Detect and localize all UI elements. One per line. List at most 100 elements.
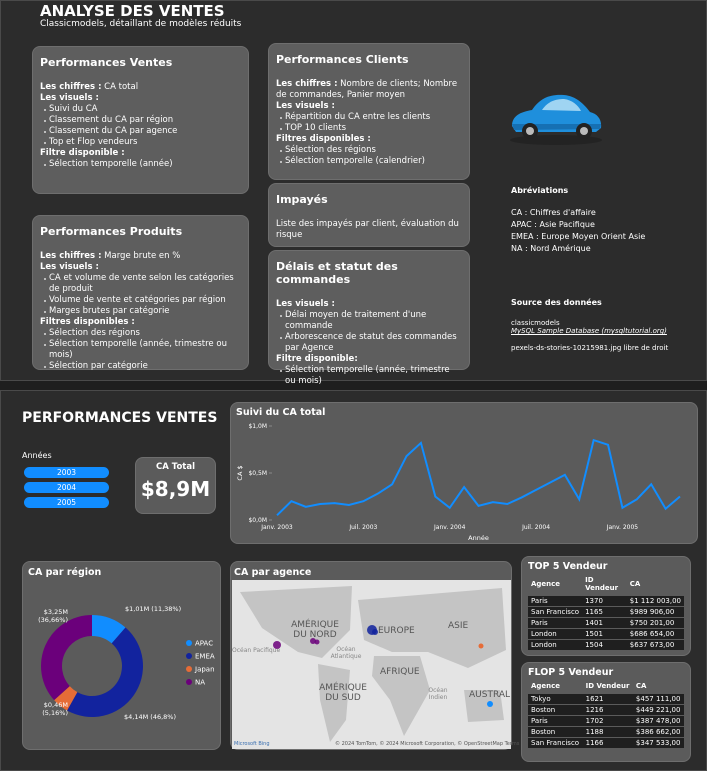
kpi-card: CA Total $8,9M (135, 457, 216, 514)
table-cell: $449 221,00 (632, 704, 684, 716)
table-cell: San Francisco (528, 737, 583, 749)
line-text: Marge brute en % (104, 251, 181, 261)
table-row: London 1504 $637 673,00 (528, 639, 684, 651)
line-label: Les chiffres : (276, 79, 338, 89)
bullet-text: TOP 10 clients (285, 123, 347, 133)
header-row: Agence ID Vendeur CA (528, 574, 684, 596)
year-button[interactable]: 2005 (24, 497, 109, 508)
line-series (276, 438, 681, 517)
ocean-label: Océan Indien (428, 687, 448, 701)
table-cell: $386 662,00 (632, 726, 684, 738)
sources: Source des données classicmodels MySQL S… (511, 298, 668, 352)
table-row: Paris 1370 $1 112 003,00 (528, 596, 684, 607)
bullet (280, 315, 282, 317)
card-title: Performances Clients (276, 53, 409, 66)
card-line: Sélection des régions (40, 328, 241, 339)
table-cell: Paris (528, 715, 583, 727)
line-label: Les chiffres : (40, 82, 102, 92)
page-subtitle: Classicmodels, détaillant de modèles réd… (40, 19, 242, 29)
bullet-text: Marges brutes par catégorie (49, 306, 170, 316)
table-row: San Francisco 1166 $347 533,00 (528, 737, 684, 749)
bullet-text: Arborescence de statut des commandes par… (285, 332, 457, 353)
abbrev-item: CA : Chiffres d'affaire (511, 208, 596, 217)
map-label: AUSTRAL (469, 690, 511, 700)
bullet (280, 150, 282, 152)
bullet-text: Sélection temporelle (année, trimestre o… (285, 365, 450, 386)
bullet (44, 120, 46, 122)
year-button[interactable]: 2003 (24, 467, 109, 478)
table-cell: Boston (528, 704, 583, 716)
line-label: Les chiffres : (40, 251, 102, 261)
map-copyright: © 2024 TomTom, © 2024 Microsoft Corporat… (335, 741, 520, 747)
table-cell: Tokyo (528, 694, 583, 705)
line-label: Les visuels : (40, 93, 99, 103)
card-line: Répartition du CA entre les clients (276, 112, 462, 123)
bullet-text: Classement du CA par agence (49, 126, 178, 136)
table-cell: 1702 (582, 715, 633, 727)
table-row: Boston 1188 $386 662,00 (528, 726, 684, 738)
line-label: Filtres disponibles : (276, 134, 371, 144)
bullet (44, 278, 46, 280)
bullet (44, 366, 46, 368)
header-row: Agence ID Vendeur CA (528, 680, 684, 694)
x-tick-label: Juil. 2003 (348, 524, 377, 531)
map-label: ASIE (448, 621, 469, 631)
abbrev-item: EMEA : Europe Moyen Orient Asie (511, 232, 646, 241)
card-line: Filtre disponible : (40, 148, 241, 159)
chart-title: Suivi du CA total (236, 407, 325, 418)
donut-slice (67, 627, 144, 718)
data-label: $1,01M (11,38%) (125, 605, 182, 613)
table-cell: 1504 (582, 639, 627, 651)
card-line: Classement du CA par région (40, 115, 241, 126)
table-cell: $457 111,00 (632, 694, 684, 705)
bullet (280, 161, 282, 163)
info-card: Performances Produits Les chiffres : Marg… (32, 215, 249, 371)
column-header: CA (629, 580, 641, 588)
source-image: pexels-ds-stories-10215981.jpg libre de … (511, 344, 669, 352)
table-row: Boston 1216 $449 221,00 (528, 704, 684, 716)
card-title: Performances Ventes (40, 56, 173, 69)
kpi-value: $8,9M (140, 477, 211, 501)
bullet-text: Répartition du CA entre les clients (285, 112, 431, 122)
table-cell: 1188 (582, 726, 633, 738)
table-title: TOP 5 Vendeur (528, 561, 608, 572)
flop-table-card: FLOP 5 Vendeur Agence ID Vendeur CA Tokyo 162… (521, 662, 691, 762)
bullet (280, 128, 282, 130)
table-cell: 1501 (582, 628, 627, 640)
y-tick-label: $0,0M (248, 517, 267, 524)
line-label: Filtres disponibles : (40, 317, 135, 327)
line-label: Filtre disponible : (40, 148, 125, 158)
column-header: Agence (531, 580, 561, 588)
bullet-text: Sélection temporelle (année, trimestre o… (49, 339, 227, 360)
year-button[interactable]: 2004 (24, 482, 109, 493)
line-label: Les visuels : (276, 101, 335, 111)
card-line: Les chiffres : CA total (40, 82, 241, 93)
map[interactable] (232, 580, 511, 749)
card-line: Top et Flop vendeurs (40, 137, 241, 148)
line-card (230, 402, 698, 544)
info-card: Performances Ventes Les chiffres : CA tot… (32, 46, 249, 194)
map-label: AFRIQUE (380, 667, 420, 677)
card-line: TOP 10 clients (276, 123, 462, 134)
column-header: ID Vendeur (585, 682, 630, 690)
table-cell: Paris (528, 617, 583, 629)
table-row: San Francisco 1165 $989 906,00 (528, 606, 684, 618)
x-tick-label: Janv. 2005 (606, 524, 639, 531)
info-card: Performances Clients Les chiffres : Nombr… (268, 43, 470, 180)
line-label: Les visuels : (276, 299, 335, 309)
line-text: Nombre de clients; Nombre de commandes, … (276, 79, 458, 100)
table-cell: London (528, 639, 583, 651)
table-cell: 1370 (582, 596, 627, 607)
abbrev-list: CA : Chiffres d'affaire APAC : Asie Pacif… (511, 207, 645, 255)
table-cell: Boston (528, 726, 583, 738)
slicer-label: Années (22, 451, 52, 460)
donut-slice (54, 686, 78, 711)
map-label: EUROPE (378, 626, 415, 636)
card-line: Délai moyen de traitement d'une commande (276, 310, 462, 332)
kpi-title: CA Total (156, 462, 195, 472)
source-link[interactable]: MySQL Sample Database (mysqltutorial.org… (511, 327, 667, 335)
table-cell: $637 673,00 (626, 639, 684, 651)
table-row: Paris 1702 $387 478,00 (528, 715, 684, 727)
x-tick-label: Juil. 2004 (521, 524, 550, 531)
card-line: Sélection des régions (276, 145, 462, 156)
